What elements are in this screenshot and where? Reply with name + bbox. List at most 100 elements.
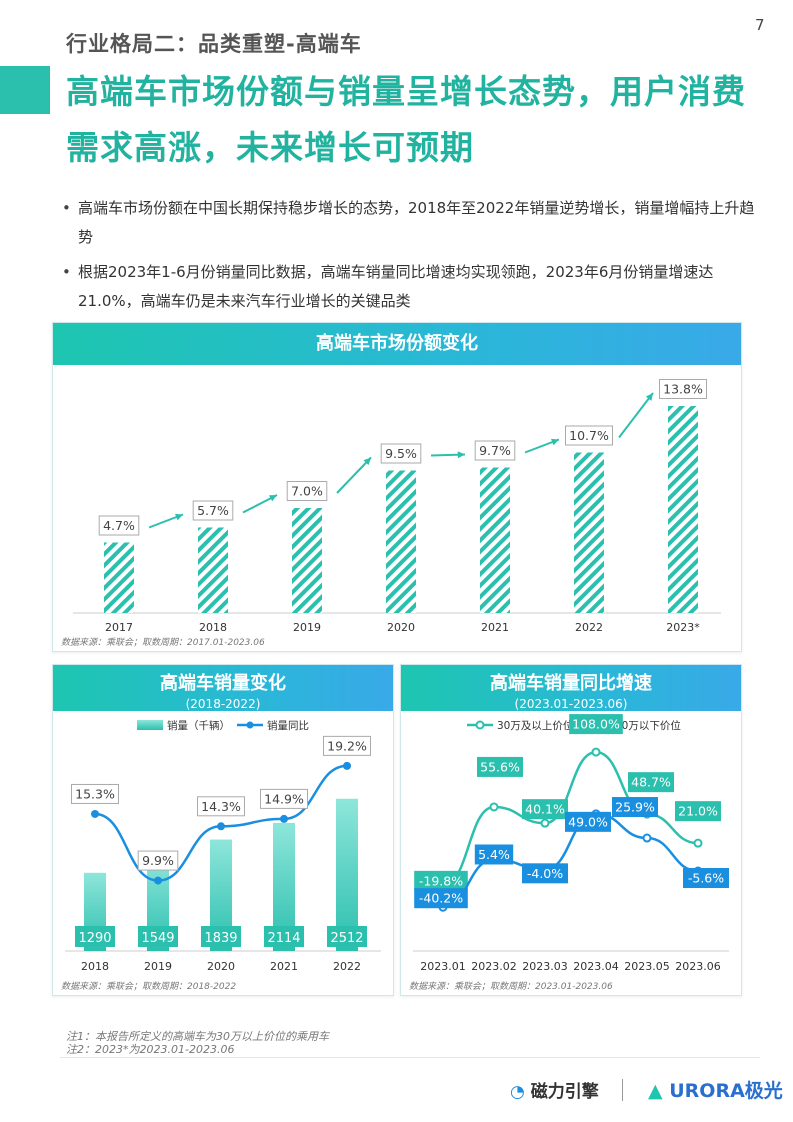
market-share-header: 高端车市场份额变化: [53, 323, 741, 365]
bullet-1: 高端车市场份额在中国长期保持稳步增长的态势，2018年至2022年销量逆势增长，…: [62, 194, 768, 252]
market-share-arrowhead: [269, 495, 277, 502]
sales-yoy-label-box: [260, 788, 308, 809]
footnote-2: 注2：2023*为2023.01-2023.06: [66, 1043, 235, 1056]
market-share-x-label: 2017: [105, 621, 133, 634]
sales-yoy-point: [217, 822, 225, 831]
market-share-arrowhead: [457, 451, 465, 459]
cili-logo: ◔ 磁力引擎: [510, 1077, 599, 1102]
sales-yoy-point: [91, 809, 99, 818]
growth-label-b-box: [612, 797, 658, 818]
sales-bar-label: 1290: [78, 931, 111, 946]
logo-separator: [622, 1079, 623, 1101]
sales-bar: [273, 822, 295, 951]
accent-bar: [0, 66, 50, 114]
sales-bar-label-box: [327, 926, 367, 947]
growth-point-b: [642, 833, 652, 843]
page-number: 7: [755, 16, 765, 34]
market-share-value-label-box: [286, 481, 328, 501]
sales-bar-label: 1839: [204, 931, 237, 946]
sales-yoy-point: [280, 814, 288, 823]
aurora-logo: ▲ URORA极光: [648, 1076, 783, 1103]
growth-x-label: 2023.01: [420, 960, 466, 973]
market-share-trend-arrow: [336, 456, 372, 494]
sales-bar-label-box: [138, 926, 178, 947]
sales-title: 高端车销量变化: [160, 673, 286, 694]
growth-x-label: 2023.03: [522, 960, 568, 973]
growth-chart: 30万及以上价位 30万以下价位 2023.01 2023.02 2023.03 2023…: [413, 714, 729, 973]
sales-card: 高端车销量变化 (2018-2022) 销量（千辆） 销量同比 1290 2018 15…: [52, 664, 394, 996]
growth-x-label: 2023.04: [573, 960, 619, 973]
market-share-trend-arrow: [618, 392, 654, 439]
market-share-value-label: 10.7%: [569, 428, 609, 443]
sales-yoy-label-box: [71, 783, 119, 804]
sales-yoy-label-box: [137, 850, 179, 871]
growth-label-b-box: [522, 863, 568, 884]
sales-yoy-label: 9.9%: [142, 853, 174, 868]
growth-point-a: [489, 802, 499, 812]
sales-legend-line-label: 销量同比: [267, 719, 309, 732]
sales-legend-line-marker: [246, 721, 254, 729]
market-share-arrowhead: [175, 513, 183, 521]
growth-legend-a-marker: [475, 720, 485, 730]
sales-bar-label-box: [264, 926, 304, 947]
aurora-logo-text: URORA极光: [669, 1080, 783, 1102]
sales-yoy-label: 14.9%: [264, 791, 304, 806]
growth-source: 数据来源：乘联会；取数周期：2023.01-2023.06: [409, 982, 613, 992]
sales-x-label: 2022: [333, 960, 361, 973]
market-share-title: 高端车市场份额变化: [316, 333, 478, 354]
growth-label-b: -5.6%: [688, 870, 724, 885]
sales-bar-label: 2512: [330, 931, 363, 946]
footer-divider: [60, 1057, 760, 1058]
sales-yoy-point: [343, 761, 351, 770]
cili-logo-text: 磁力引擎: [530, 1082, 599, 1102]
sales-legend-bar-swatch: [137, 720, 163, 730]
sales-yoy-label-box: [323, 735, 371, 756]
growth-label-a-box: [522, 799, 568, 820]
growth-label-a: 40.1%: [525, 802, 565, 817]
sales-chart: 销量（千辆） 销量同比 1290 2018 1549 2019 1839 2020 2114 20…: [65, 719, 381, 973]
sales-bar-label: 1549: [141, 931, 174, 946]
growth-label-a: 48.7%: [631, 775, 671, 790]
market-share-value-label: 13.8%: [663, 382, 703, 397]
growth-label-a: -19.8%: [419, 873, 463, 888]
market-share-bar: [292, 508, 322, 613]
market-share-x-label: 2022: [575, 621, 603, 634]
market-share-bar: [480, 467, 510, 613]
growth-label-b: 5.4%: [478, 847, 510, 862]
market-share-bar: [386, 470, 416, 613]
growth-label-b: -40.2%: [419, 891, 463, 906]
growth-label-b-box: [474, 844, 514, 865]
growth-title: 高端车销量同比增速: [490, 673, 652, 694]
sales-source: 数据来源：乘联会；取数周期：2018-2022: [61, 982, 237, 992]
sales-x-label: 2018: [81, 960, 109, 973]
market-share-bar: [198, 527, 228, 613]
growth-x-label: 2023.06: [675, 960, 721, 973]
market-share-chart: 2017 4.7% 2018 5.7% 2019 7.0% 2020 9.5% 2021 9.7%…: [73, 379, 721, 634]
aurora-logo-icon: ▲: [648, 1080, 663, 1102]
market-share-source: 数据来源：乘联会；取数周期：2017.01-2023.06: [61, 638, 265, 648]
market-share-value-label: 7.0%: [291, 484, 323, 499]
sales-legend-bar-label: 销量（千辆）: [167, 719, 230, 732]
growth-x-label: 2023.05: [624, 960, 670, 973]
growth-label-b-box: [414, 888, 468, 909]
market-share-value-label-box: [659, 379, 707, 399]
growth-label-a: 21.0%: [678, 804, 718, 819]
growth-label-a-box: [675, 801, 721, 822]
growth-header: 高端车销量同比增速 (2023.01-2023.06): [401, 665, 741, 711]
sales-yoy-point: [154, 876, 162, 885]
growth-label-b-box: [565, 811, 611, 832]
market-share-arrowhead: [363, 457, 371, 466]
growth-label-a-box: [569, 714, 623, 735]
sales-yoy-label: 15.3%: [75, 786, 115, 801]
growth-label-b-box: [683, 867, 729, 888]
market-share-value-label-box: [98, 515, 140, 536]
market-share-x-label: 2021: [481, 621, 509, 634]
growth-label-a-box: [628, 772, 674, 793]
sales-x-label: 2019: [144, 960, 172, 973]
growth-subtitle: (2023.01-2023.06): [514, 697, 628, 711]
market-share-x-label: 2019: [293, 621, 321, 634]
market-share-card: 高端车市场份额变化 2017 4.7% 2018 5.7% 2019 7.0% 2020 9.…: [52, 322, 742, 652]
sales-yoy-label: 19.2%: [327, 738, 367, 753]
growth-label-a-box: [414, 870, 468, 891]
growth-point-a: [591, 747, 601, 757]
